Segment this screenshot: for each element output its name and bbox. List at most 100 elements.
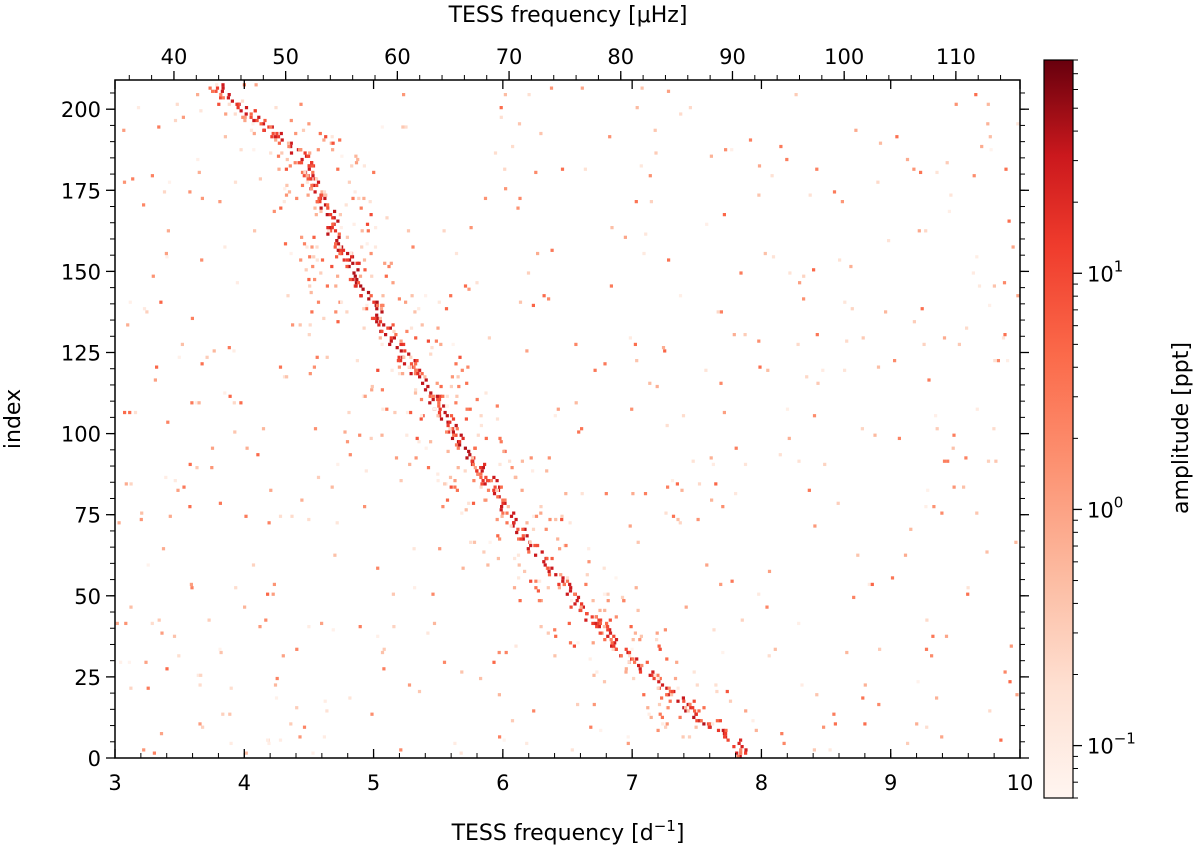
- x-top-tick-label: 50: [272, 45, 299, 69]
- scatter-cell: [408, 462, 412, 467]
- near-ridge-cell: [486, 563, 490, 567]
- scatter-cell: [442, 229, 446, 233]
- ridge-cell: [342, 258, 346, 262]
- near-ridge-cell: [365, 222, 370, 226]
- scatter-cell: [497, 650, 501, 655]
- near-ridge-cell: [560, 517, 564, 522]
- scatter-cell: [710, 498, 714, 502]
- scatter-cell: [666, 89, 671, 93]
- scatter-cell: [917, 229, 921, 233]
- ridge-cell: [226, 96, 230, 100]
- scatter-cell: [387, 264, 391, 269]
- near-ridge-cell: [368, 200, 372, 204]
- ridge-cell: [275, 131, 279, 136]
- scatter-cell: [757, 592, 761, 596]
- near-ridge-cell: [365, 303, 369, 308]
- scatter-cell: [719, 582, 723, 587]
- colorbar-tick-label: 10−1: [1087, 730, 1136, 759]
- x-axis-label: TESS frequency [d−1]: [451, 817, 685, 846]
- scatter-cell: [635, 106, 639, 110]
- ridge-cell: [606, 628, 610, 632]
- near-ridge-cell: [365, 307, 369, 311]
- scatter-cell: [219, 650, 223, 655]
- scatter-cell: [376, 566, 380, 570]
- scatter-cell: [122, 128, 126, 132]
- scatter-cell: [316, 148, 320, 152]
- ridge-cell: [337, 235, 341, 239]
- ridge-cell: [326, 206, 330, 210]
- scatter-cell: [452, 433, 456, 437]
- scatter-cell: [626, 735, 630, 739]
- near-ridge-cell: [397, 365, 401, 369]
- scatter-cell: [930, 654, 934, 658]
- scatter-cell: [719, 310, 723, 314]
- near-ridge-cell: [455, 427, 459, 431]
- near-ridge-cell: [534, 579, 538, 583]
- near-ridge-cell: [315, 258, 319, 262]
- ridge-cell: [350, 255, 354, 259]
- near-ridge-cell: [389, 261, 393, 265]
- scatter-cell: [200, 362, 204, 366]
- ridge-cell: [437, 404, 441, 408]
- scatter-cell: [325, 284, 329, 288]
- scatter-cell: [1004, 167, 1008, 171]
- scatter-cell: [180, 342, 184, 347]
- near-ridge-cell: [360, 245, 364, 249]
- scatter-cell: [289, 722, 293, 726]
- near-ridge-cell: [314, 213, 318, 217]
- scatter-cell: [988, 709, 992, 713]
- near-ridge-cell: [306, 177, 310, 181]
- scatter-cell: [903, 553, 908, 557]
- scatter-cell: [399, 748, 403, 752]
- near-ridge-cell: [305, 245, 309, 249]
- scatter-cell: [539, 131, 543, 136]
- scatter-cell: [278, 738, 283, 742]
- scatter-cell: [843, 368, 847, 372]
- scatter-cell: [529, 456, 533, 460]
- scatter-cell: [307, 333, 311, 337]
- near-ridge-cell: [517, 576, 521, 580]
- ridge-cell: [375, 316, 379, 321]
- scatter-cell: [815, 333, 819, 337]
- scatter-cell: [218, 200, 222, 204]
- scatter-cell: [525, 741, 529, 746]
- ridge-cell: [536, 543, 540, 548]
- scatter-cell: [380, 650, 385, 655]
- near-ridge-cell: [365, 242, 369, 246]
- ridge-cell: [660, 683, 665, 687]
- near-ridge-cell: [258, 177, 262, 181]
- scatter-cell: [546, 586, 550, 590]
- near-ridge-cell: [358, 274, 363, 278]
- near-ridge-cell: [498, 537, 502, 541]
- x-tick-label: 8: [755, 771, 768, 795]
- near-ridge-cell: [554, 634, 558, 638]
- near-ridge-cell: [294, 131, 298, 136]
- near-ridge-cell: [498, 462, 502, 467]
- scatter-cell: [129, 482, 133, 486]
- near-ridge-cell: [419, 397, 424, 402]
- near-ridge-cell: [485, 479, 490, 483]
- scatter-cell: [479, 676, 483, 681]
- near-ridge-cell: [516, 527, 520, 531]
- near-ridge-cell: [285, 157, 289, 162]
- ridge-cell: [525, 534, 529, 538]
- near-ridge-cell: [657, 644, 661, 648]
- scatter-cell: [126, 323, 130, 327]
- scatter-cell: [345, 440, 350, 444]
- ridge-cell: [347, 258, 352, 262]
- scatter-cell: [376, 634, 380, 638]
- ridge-cell: [307, 167, 311, 171]
- scatter-cell: [453, 741, 457, 746]
- ridge-cell: [565, 579, 570, 583]
- scatter-cell: [142, 748, 146, 752]
- x-top-tick-label: 70: [496, 45, 523, 69]
- ridge-cell: [652, 676, 656, 681]
- ridge-cell: [326, 226, 330, 230]
- near-ridge-cell: [495, 488, 499, 492]
- ridge-cell: [261, 122, 266, 126]
- ridge-cell: [580, 602, 584, 606]
- scatter-cell: [449, 294, 453, 298]
- scatter-cell: [323, 699, 327, 703]
- near-ridge-cell: [311, 264, 315, 269]
- ridge-cell: [499, 508, 503, 512]
